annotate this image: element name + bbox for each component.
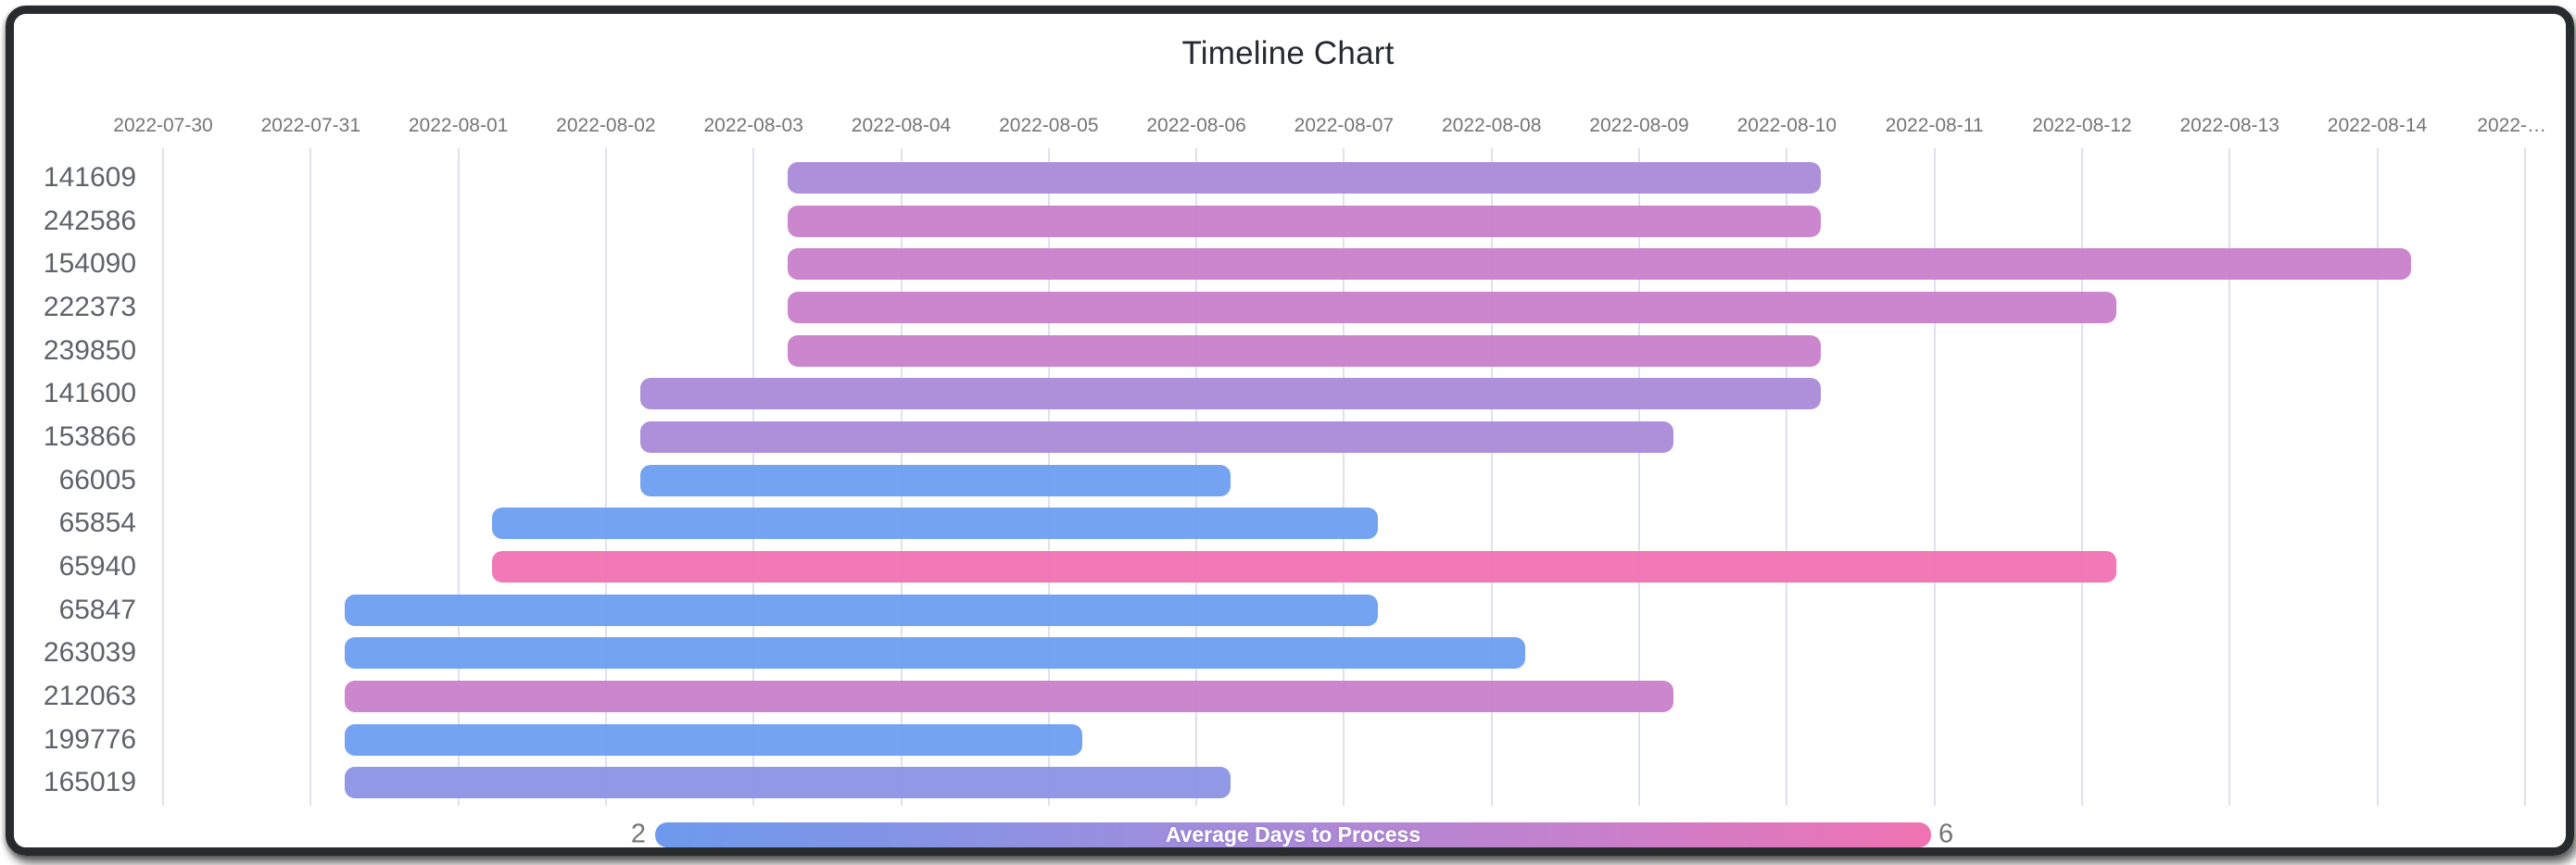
timeline-bar-242586[interactable] <box>787 205 1821 237</box>
colorbar-min-label: 2 <box>630 819 646 849</box>
timeline-bar-239850[interactable] <box>787 334 1821 367</box>
timeline-bar-212063[interactable] <box>344 680 1673 712</box>
x-gridline <box>1786 148 1788 806</box>
colorbar-title: Average Days to Process <box>1165 822 1421 846</box>
y-axis-row-label: 66005 <box>58 464 136 495</box>
x-axis-tick-label: 2022-08-08 <box>1441 115 1542 136</box>
timeline-bar-141600[interactable] <box>639 378 1821 410</box>
timeline-bar-222373[interactable] <box>787 291 2116 323</box>
y-axis-row-label: 65854 <box>58 508 136 539</box>
y-axis-row-label: 141609 <box>43 162 136 193</box>
timeline-bar-199776[interactable] <box>344 723 1083 756</box>
y-axis-row-label: 199776 <box>43 723 136 755</box>
x-gridline <box>457 148 460 806</box>
y-axis-row-label: 239850 <box>43 334 136 366</box>
x-axis-tick-label: 2022-08-04 <box>851 115 952 136</box>
timeline-bar-65847[interactable] <box>344 594 1379 626</box>
x-axis-tick-label: 2022-08-03 <box>703 115 803 136</box>
x-axis-tick-label: 2022-07-30 <box>113 115 213 136</box>
x-gridline <box>604 148 607 806</box>
timeline-bar-154090[interactable] <box>787 248 2412 281</box>
x-gridline <box>1343 148 1345 806</box>
chart-title: Timeline Chart <box>1181 35 1395 71</box>
y-axis-row-label: 65847 <box>58 594 136 625</box>
colorbar-gradient: Average Days to Process <box>655 822 1931 847</box>
y-axis-row-label: 141600 <box>43 378 136 409</box>
x-gridline <box>2229 148 2231 806</box>
x-axis-tick-label: 2022-08-06 <box>1146 115 1246 136</box>
x-gridline <box>1933 148 1936 806</box>
timeline-bar-153866[interactable] <box>639 420 1673 453</box>
x-axis-tick-label: 2022-08-11 <box>1885 115 1984 136</box>
y-axis-row-label: 65940 <box>58 550 136 582</box>
y-axis-row-label: 165019 <box>43 767 136 798</box>
x-axis-tick-label: 2022-08-10 <box>1736 115 1837 136</box>
y-axis-row-label: 242586 <box>43 205 136 236</box>
x-gridline <box>2376 148 2379 806</box>
x-axis-tick-label: 2022-… <box>2477 115 2546 136</box>
x-gridline <box>1638 148 1640 806</box>
y-axis-row-label: 153866 <box>43 420 136 452</box>
x-axis-tick-label: 2022-08-12 <box>2032 115 2132 136</box>
x-axis-tick-label: 2022-08-05 <box>999 115 1099 136</box>
x-axis-tick-label: 2022-08-07 <box>1294 115 1395 136</box>
timeline-bar-165019[interactable] <box>344 767 1231 799</box>
x-axis-tick-label: 2022-08-09 <box>1589 115 1689 136</box>
x-gridline <box>1490 148 1493 806</box>
timeline-bar-65854[interactable] <box>492 508 1379 540</box>
y-axis-row-label: 222373 <box>43 291 136 322</box>
x-axis-tick-label: 2022-08-13 <box>2179 115 2279 136</box>
x-gridline <box>2080 148 2083 806</box>
x-gridline <box>2523 148 2526 806</box>
timeline-bar-65940[interactable] <box>492 550 2116 583</box>
x-axis-tick-label: 2022-08-14 <box>2327 115 2428 136</box>
timeline-bar-66005[interactable] <box>639 464 1231 496</box>
timeline-bar-141609[interactable] <box>787 162 1821 194</box>
y-axis-row-label: 212063 <box>43 680 136 711</box>
x-axis-tick-label: 2022-08-01 <box>408 115 509 136</box>
x-gridline <box>309 148 312 806</box>
timeline-bar-263039[interactable] <box>344 637 1526 670</box>
y-axis-row-label: 263039 <box>43 637 136 669</box>
x-gridline <box>162 148 164 806</box>
x-axis-tick-label: 2022-07-31 <box>260 115 361 136</box>
x-axis-tick-label: 2022-08-02 <box>556 115 656 136</box>
colorbar-max-label: 6 <box>1938 819 1954 849</box>
y-axis-row-label: 154090 <box>43 248 136 280</box>
